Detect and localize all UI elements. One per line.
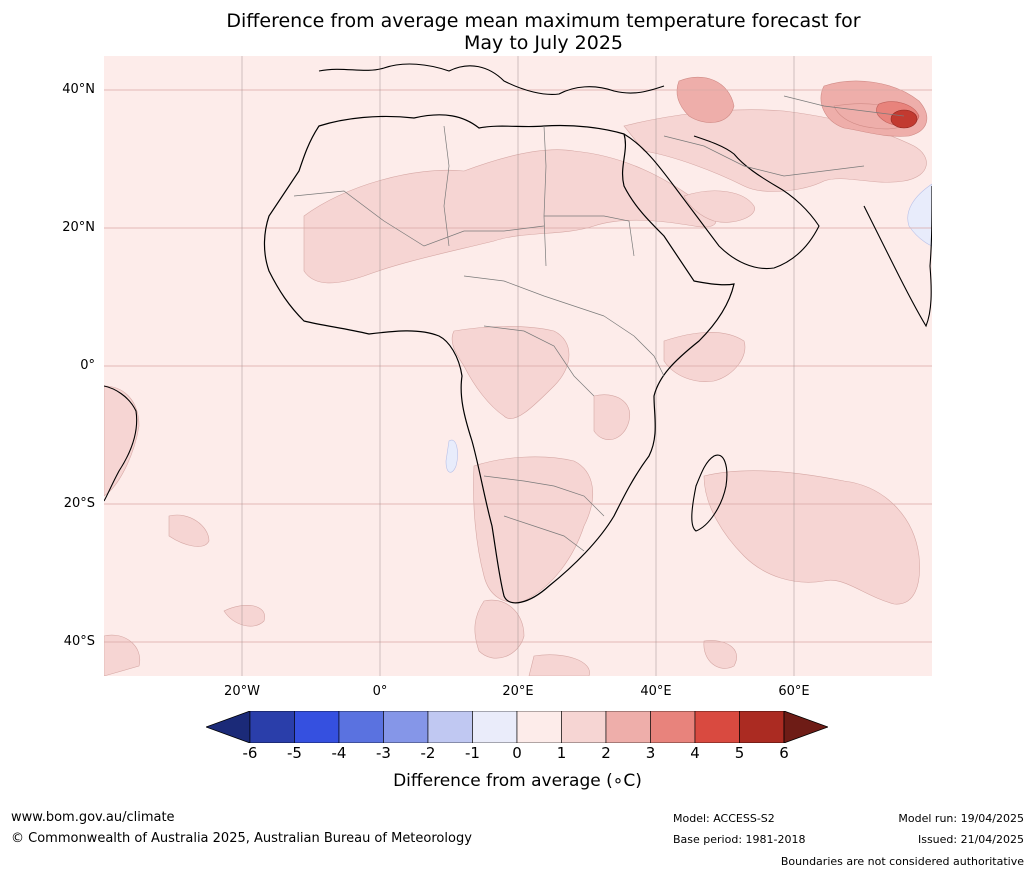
forecast-map — [104, 56, 932, 676]
colorbar-label: Difference from average (∘C) — [393, 771, 642, 791]
colorbar-tick: -1 — [465, 744, 480, 762]
anomaly-east-africa — [663, 332, 746, 382]
colorbar-tick: 6 — [779, 744, 789, 762]
colorbar-tick: -6 — [242, 744, 258, 762]
lat-label-40n: 40°N — [62, 82, 95, 97]
anomaly-south-patch-3 — [104, 634, 141, 676]
colorbar-over-arrow — [783, 711, 828, 743]
colorbar-tick: -4 — [331, 744, 347, 762]
colorbar-seg-m4 — [338, 711, 384, 743]
border-south — [483, 475, 605, 517]
mediterranean-north-coast — [318, 63, 665, 95]
colorbar-tick: -2 — [420, 744, 436, 762]
border-east — [603, 315, 665, 377]
footer-base-period: Base period: 1981-2018 — [673, 833, 806, 846]
footer-model-run: Model run: 19/04/2025 — [898, 812, 1024, 825]
colorbar-tick: 5 — [734, 744, 745, 762]
lon-label-60e: 60°E — [778, 684, 810, 699]
map-title: Difference from average mean maximum tem… — [0, 10, 1035, 54]
border-vertical-1 — [443, 125, 450, 247]
colorbar-seg-p5 — [739, 711, 785, 743]
anomaly-middle-east — [623, 109, 927, 192]
colorbar-tick: -5 — [287, 744, 302, 762]
colorbar-tick: 2 — [601, 744, 611, 762]
colorbar-tick: 1 — [556, 744, 567, 762]
colorbar-tick: 3 — [645, 744, 656, 762]
anomaly-southern-africa — [473, 456, 594, 603]
lon-label-20w: 20°W — [224, 684, 260, 699]
border-central — [463, 275, 605, 317]
border-asia — [783, 95, 905, 117]
anomaly-sahara — [303, 149, 717, 284]
lon-label-20e: 20°E — [502, 684, 534, 699]
country-borders — [293, 95, 905, 552]
footer-copyright: © Commonwealth of Australia 2025, Austra… — [11, 831, 472, 846]
footer-website-link[interactable]: www.bom.gov.au/climate — [11, 810, 175, 825]
border-congo — [483, 325, 595, 397]
anomaly-atlantic-west — [104, 385, 140, 497]
colorbar-seg-p3 — [650, 711, 696, 743]
colorbar-seg-p1 — [561, 711, 607, 743]
lat-label-0: 0° — [80, 358, 95, 373]
colorbar-seg-p0 — [516, 711, 562, 743]
colorbar — [206, 711, 828, 743]
footer-disclaimer: Boundaries are not considered authoritat… — [780, 855, 1024, 868]
colorbar-tick: 4 — [690, 744, 700, 762]
border-sudan — [544, 215, 635, 257]
colorbar-seg-m6 — [249, 711, 295, 743]
meridians — [241, 56, 795, 676]
border-southern-africa — [503, 515, 585, 552]
anomaly-south-patch-1 — [223, 605, 265, 627]
anomaly-arabia — [683, 190, 755, 223]
title-line-1: Difference from average mean maximum tem… — [226, 10, 861, 32]
india-coastline — [863, 185, 932, 328]
colorbar-under-arrow — [206, 711, 251, 743]
footer-model: Model: ACCESS-S2 — [673, 812, 775, 825]
lon-label-40e: 40°E — [640, 684, 672, 699]
anomaly-iran — [676, 76, 735, 123]
colorbar-seg-m1 — [472, 711, 518, 743]
lon-label-0: 0° — [372, 684, 388, 699]
anomaly-south-patch-2 — [474, 599, 525, 659]
colorbar-seg-p2 — [605, 711, 651, 743]
madagascar-coastline — [691, 454, 728, 532]
south-america-coast — [104, 385, 138, 502]
lat-label-20n: 20°N — [62, 220, 95, 235]
anomaly-cool-atlantic — [445, 439, 458, 473]
africa-coastline — [263, 114, 735, 604]
footer-issued: Issued: 21/04/2025 — [917, 833, 1024, 846]
anomaly-hot-core — [890, 109, 918, 129]
colorbar-seg-m5 — [294, 711, 340, 743]
arabia-coastline — [623, 133, 820, 270]
border-vertical-2 — [543, 125, 547, 267]
anomaly-south-patch-4 — [528, 654, 590, 676]
anomaly-hot-spot — [890, 109, 918, 129]
colorbar-seg-p4 — [694, 711, 740, 743]
title-line-2: May to July 2025 — [464, 32, 623, 54]
anomaly-atlantic-south — [168, 514, 210, 547]
anomaly-cool-regions — [445, 183, 932, 473]
border-sahel-line — [293, 190, 545, 247]
colorbar-tick: 0 — [512, 744, 522, 762]
colorbar-tick: -3 — [376, 744, 391, 762]
anomaly-mozambique-channel — [593, 394, 631, 440]
lat-label-40s: 40°S — [63, 634, 95, 649]
lat-label-20s: 20°S — [63, 496, 95, 511]
border-middle-east — [663, 135, 865, 177]
colorbar-seg-m2 — [427, 711, 473, 743]
colorbar-seg-m3 — [383, 711, 429, 743]
